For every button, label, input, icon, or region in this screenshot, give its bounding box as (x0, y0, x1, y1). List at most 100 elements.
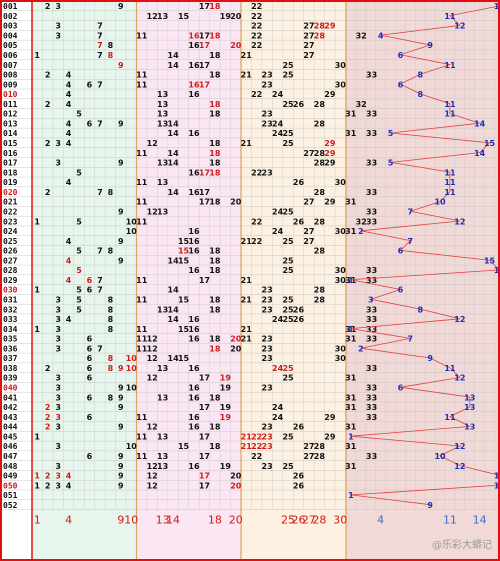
issue-label: 043 (3, 413, 18, 422)
number-cell: 14 (168, 315, 180, 324)
number-cell: 27 (303, 22, 314, 31)
issue-label: 035 (3, 335, 18, 344)
trend-point: 2 (358, 227, 364, 236)
number-cell: 14 (168, 188, 180, 197)
number-cell: 2 (45, 139, 51, 148)
number-cell: 9 (118, 462, 124, 471)
number-cell: 18 (209, 51, 221, 60)
number-cell: 6 (87, 364, 93, 373)
number-cell: 8 (108, 247, 114, 256)
number-cell: 8 (108, 51, 114, 60)
number-cell: 12 (147, 423, 158, 432)
number-cell: 9 (118, 423, 124, 432)
trend-point: 9 (427, 41, 433, 50)
number-cell: 9 (118, 256, 124, 265)
number-cell: 16 (188, 335, 200, 344)
number-cell: 25 (282, 129, 294, 138)
number-cell: 16 (188, 80, 200, 89)
issue-label: 040 (3, 384, 18, 393)
number-cell: 31 (345, 325, 357, 334)
number-cell: 18 (209, 266, 221, 275)
number-cell: 16 (188, 237, 200, 246)
trend-point: 16 (494, 481, 500, 490)
number-cell: 17 (199, 31, 210, 40)
issue-label: 047 (3, 452, 18, 461)
trend-point: 13 (464, 403, 475, 412)
number-cell: 31 (345, 335, 357, 344)
number-cell: 8 (108, 315, 114, 324)
number-cell: 18 (209, 168, 221, 177)
issue-label: 003 (3, 22, 18, 31)
footer-tick: 26 (291, 514, 305, 527)
issue-label: 018 (3, 168, 18, 177)
number-cell: 3 (55, 139, 61, 148)
number-cell: 21 (241, 51, 253, 60)
number-cell: 25 (282, 71, 294, 80)
number-cell: 17 (199, 452, 210, 461)
number-cell: 33 (366, 413, 377, 422)
number-cell: 23 (262, 432, 273, 441)
number-cell: 9 (118, 61, 124, 70)
footer-trend-tick: 14 (473, 514, 487, 527)
number-cell: 12 (147, 354, 158, 363)
number-cell: 24 (272, 227, 284, 236)
number-cell: 27 (303, 198, 314, 207)
trend-point: 9 (427, 501, 433, 510)
number-cell: 4 (66, 472, 72, 481)
number-cell: 20 (230, 12, 242, 21)
number-cell: 29 (324, 139, 336, 148)
issue-label: 050 (3, 481, 18, 490)
number-cell: 21 (241, 442, 253, 451)
footer-tick: 4 (65, 514, 72, 527)
number-cell: 14 (168, 129, 180, 138)
number-cell: 1 (34, 217, 40, 226)
number-cell: 27 (303, 149, 314, 158)
trend-point: 10 (434, 198, 446, 207)
number-cell: 1 (34, 481, 40, 490)
number-cell: 1 (34, 432, 40, 441)
number-cell: 33 (366, 384, 377, 393)
number-cell: 13 (157, 159, 168, 168)
footer-tick: 1 (34, 514, 41, 527)
issue-label: 041 (3, 393, 18, 402)
number-cell: 21 (241, 71, 253, 80)
number-cell: 22 (251, 41, 262, 50)
trend-point: 11 (444, 61, 456, 70)
number-cell: 24 (272, 207, 284, 216)
number-cell: 30 (335, 178, 347, 187)
number-cell: 4 (66, 276, 72, 285)
number-cell: 3 (55, 393, 61, 402)
number-cell: 3 (55, 335, 61, 344)
number-cell: 11 (136, 335, 148, 344)
number-cell: 33 (366, 276, 377, 285)
number-cell: 18 (209, 247, 221, 256)
number-cell: 16 (188, 247, 200, 256)
trend-point: 6 (398, 80, 404, 89)
trend-point: 13 (464, 423, 475, 432)
number-cell: 33 (366, 217, 377, 226)
number-cell: 15 (178, 295, 190, 304)
issue-label: 052 (3, 501, 18, 510)
number-cell: 23 (262, 344, 273, 353)
trend-point: 6 (398, 384, 404, 393)
trend-point: 16 (494, 266, 500, 275)
issue-label: 031 (3, 295, 18, 304)
issue-label: 013 (3, 119, 18, 128)
number-cell: 28 (314, 286, 326, 295)
number-cell: 25 (282, 139, 294, 148)
number-cell: 17 (199, 61, 210, 70)
issue-label: 049 (3, 472, 18, 481)
number-cell: 1 (34, 51, 40, 60)
number-cell: 12 (147, 207, 158, 216)
number-cell: 23 (262, 305, 273, 314)
number-cell: 17 (199, 168, 210, 177)
number-cell: 4 (66, 90, 72, 99)
number-cell: 23 (262, 462, 273, 471)
number-cell: 11 (136, 80, 148, 89)
number-cell: 33 (366, 159, 377, 168)
number-cell: 3 (55, 442, 61, 451)
number-cell: 33 (366, 129, 377, 138)
issue-label: 010 (3, 90, 18, 99)
number-cell: 7 (97, 286, 103, 295)
number-cell: 9 (118, 481, 124, 490)
